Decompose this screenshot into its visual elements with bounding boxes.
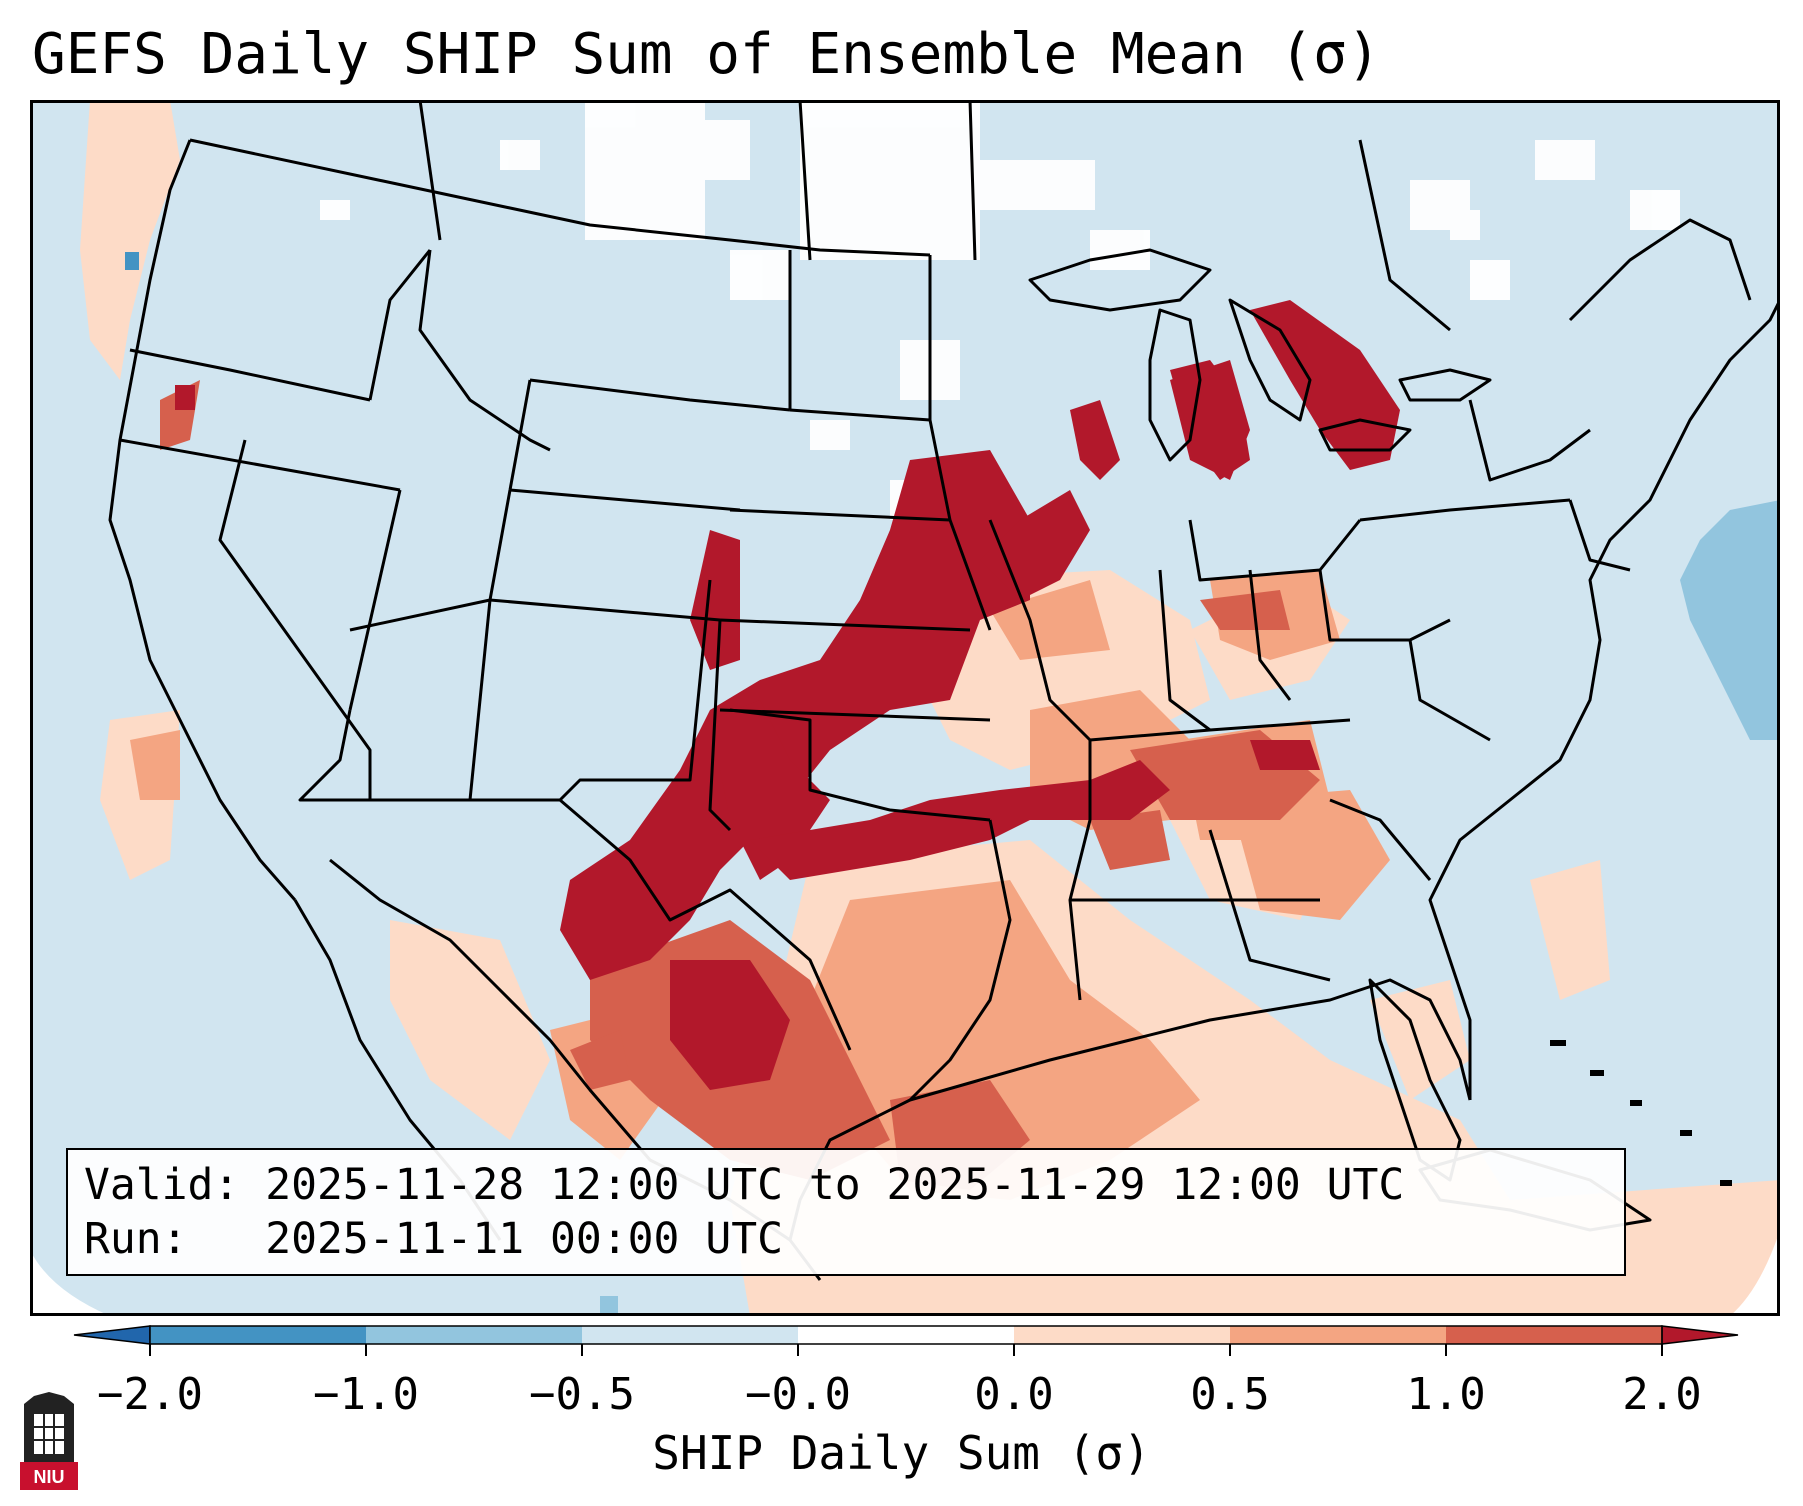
colorbar-tick-label: 0.5	[1190, 1369, 1269, 1420]
colorbar-label: SHIP Daily Sum (σ)	[652, 1426, 1151, 1480]
colorbar-tick-label: 2.0	[1622, 1369, 1701, 1420]
colorbar-extend-low	[73, 1325, 151, 1345]
negative-pixel-bottom	[600, 1296, 618, 1316]
colorbar-bin	[1446, 1326, 1662, 1344]
niu-logo: NIU	[20, 1392, 78, 1490]
valid-time: 2025-11-28 12:00 UTC to 2025-11-29 12:00…	[265, 1160, 1405, 1210]
projection-edge-right	[1730, 1230, 1780, 1316]
colorbar-tick-label: −0.0	[745, 1369, 851, 1420]
colorbar-outline	[149, 1325, 1663, 1345]
map-frame	[30, 100, 1780, 1316]
colorbar-tick-label: −1.0	[313, 1369, 419, 1420]
projection-edge-left	[30, 1250, 110, 1316]
run-time: 2025-11-11 00:00 UTC	[265, 1214, 783, 1264]
colorbar-bin	[582, 1326, 798, 1344]
valid-label: Valid:	[84, 1160, 240, 1210]
run-label: Run:	[84, 1214, 188, 1264]
colorbar-bin	[366, 1326, 582, 1344]
colorbar-bin	[798, 1326, 1014, 1344]
atlantic-negative-area	[1680, 500, 1780, 740]
colorbar-tick-label: −2.0	[97, 1369, 203, 1420]
colorbar-bin	[150, 1326, 366, 1344]
colorbar-bin	[1014, 1326, 1230, 1344]
colorbar-tick-label: 1.0	[1406, 1369, 1485, 1420]
bahamas-islands	[1550, 1040, 1732, 1186]
map-title: GEFS Daily SHIP Sum of Ensemble Mean (σ)	[32, 22, 1381, 87]
colorbar-tick-label: −0.5	[529, 1369, 635, 1420]
colorbar-bin	[1230, 1326, 1446, 1344]
map-panel	[30, 100, 1780, 1316]
political-boundaries	[108, 100, 1780, 1281]
negative-pixel-oregon	[125, 252, 139, 270]
colorbar-tick-label: 0.0	[974, 1369, 1053, 1420]
colorbar-extend-high	[1661, 1325, 1739, 1345]
valid-run-info-box: Valid: 2025-11-28 12:00 UTC to 2025-11-2…	[66, 1148, 1626, 1276]
logo-text: NIU	[34, 1467, 65, 1487]
colorbar: −2.0 −1.0 −0.5 −0.0 0.0 0.5 1.0 2.0	[73, 1325, 1739, 1420]
